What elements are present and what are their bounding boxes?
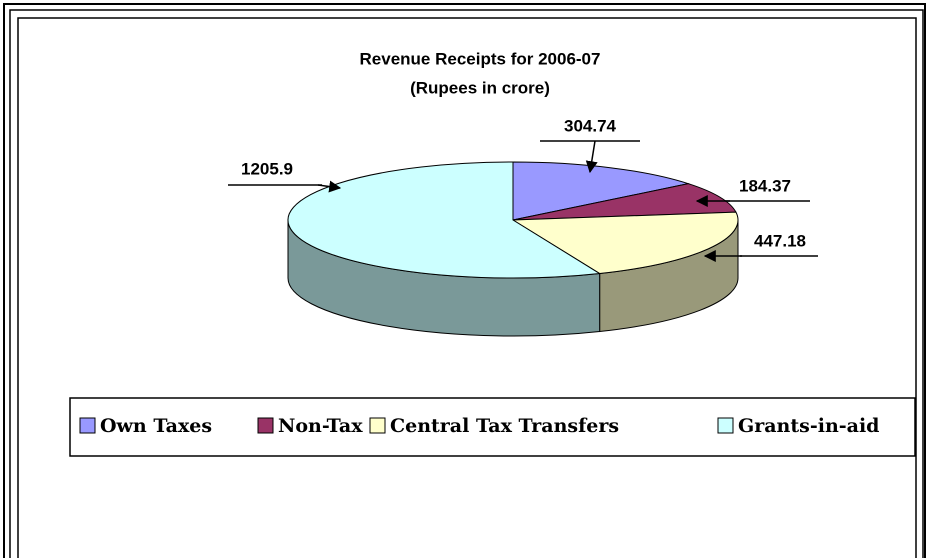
chart-subtitle: (Rupees in crore) (410, 78, 550, 97)
outer-frame (3, 3, 926, 558)
legend-label: Grants-in-aid (738, 415, 879, 437)
data-label: 304.74 (564, 116, 617, 135)
legend-swatch (79, 417, 96, 434)
chart-area (17, 17, 917, 558)
data-label: 447.18 (754, 231, 806, 250)
legend-label: Central Tax Transfers (390, 415, 619, 437)
legend-label: Own Taxes (100, 415, 212, 437)
slice (287, 161, 602, 279)
outer-frame-inner (9, 9, 924, 558)
chart-title: Revenue Receipts for 2006-07 (360, 49, 601, 68)
leader-arrow (585, 140, 598, 174)
legend-label: Non-Tax (278, 415, 363, 437)
data-label: 1205.9 (241, 159, 293, 178)
data-label: 184.37 (739, 176, 791, 195)
leader-arrow (317, 180, 342, 193)
slice (512, 161, 691, 221)
slice (511, 211, 739, 275)
legend-swatch (717, 417, 734, 434)
slice (512, 183, 737, 221)
legend-swatch (257, 417, 274, 434)
legend-box (69, 397, 916, 457)
legend-swatch (369, 417, 386, 434)
